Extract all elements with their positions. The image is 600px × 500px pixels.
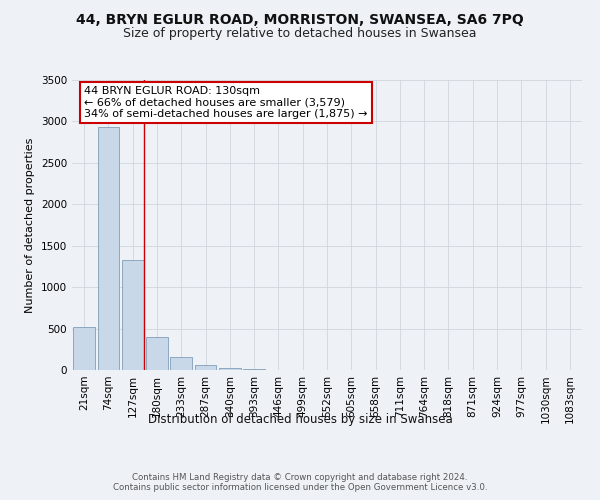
Bar: [73, 327, 95, 370]
Text: Distribution of detached houses by size in Swansea: Distribution of detached houses by size …: [148, 412, 452, 426]
Bar: [219, 368, 241, 370]
Bar: [194, 365, 217, 370]
Y-axis label: Number of detached properties: Number of detached properties: [25, 138, 35, 312]
Text: 44 BRYN EGLUR ROAD: 130sqm
← 66% of detached houses are smaller (3,579)
34% of s: 44 BRYN EGLUR ROAD: 130sqm ← 66% of deta…: [84, 86, 368, 119]
Text: Size of property relative to detached houses in Swansea: Size of property relative to detached ho…: [123, 28, 477, 40]
Bar: [122, 260, 143, 370]
Text: Contains HM Land Registry data © Crown copyright and database right 2024.
Contai: Contains HM Land Registry data © Crown c…: [113, 472, 487, 492]
Bar: [146, 337, 168, 370]
Bar: [97, 127, 119, 370]
Bar: [170, 357, 192, 370]
Text: 44, BRYN EGLUR ROAD, MORRISTON, SWANSEA, SA6 7PQ: 44, BRYN EGLUR ROAD, MORRISTON, SWANSEA,…: [76, 12, 524, 26]
